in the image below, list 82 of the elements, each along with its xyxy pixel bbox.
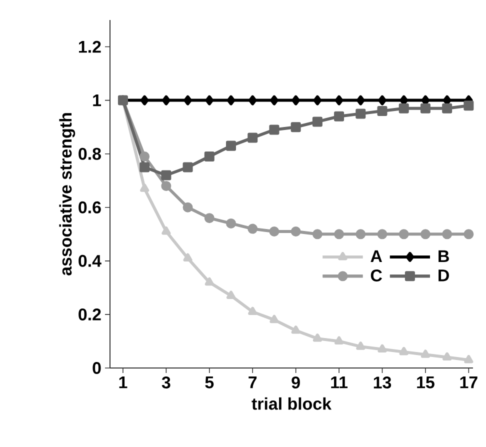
point — [248, 306, 258, 316]
point — [226, 140, 236, 151]
y-tick-label: 0.4 — [78, 254, 102, 267]
point — [226, 290, 236, 299]
y-tick-label: 0.8 — [78, 148, 101, 160]
point — [184, 95, 192, 106]
point — [312, 334, 322, 342]
point — [290, 122, 301, 132]
point — [420, 103, 430, 114]
x-tick-label: 15 — [417, 376, 434, 388]
point — [378, 344, 387, 353]
point — [356, 229, 366, 240]
point — [334, 95, 344, 106]
point — [204, 277, 214, 286]
point — [269, 124, 280, 135]
point — [292, 95, 300, 106]
point — [140, 152, 150, 162]
y-tick-label: 1 — [93, 94, 102, 106]
point — [334, 111, 344, 122]
point — [270, 95, 278, 106]
point — [420, 350, 430, 358]
legend-label: C — [370, 270, 382, 282]
point — [377, 229, 388, 240]
point — [334, 229, 344, 240]
point — [161, 170, 172, 180]
point — [377, 106, 388, 116]
point — [270, 314, 279, 324]
point — [398, 229, 409, 240]
point — [356, 95, 365, 106]
y-tick-label: 0 — [92, 362, 101, 374]
point — [204, 213, 214, 224]
point — [204, 152, 214, 162]
point — [312, 229, 322, 240]
y-tick-label: 0.6 — [78, 201, 101, 214]
point — [182, 202, 193, 212]
point — [378, 95, 386, 106]
point — [398, 103, 409, 114]
point — [399, 346, 408, 356]
point — [464, 229, 474, 240]
point — [464, 354, 474, 364]
point — [140, 162, 150, 172]
point — [140, 95, 149, 106]
point — [442, 229, 452, 240]
point — [464, 100, 474, 111]
y-axis-title: associative strength — [59, 113, 76, 276]
point — [420, 229, 430, 240]
point — [226, 95, 236, 106]
point — [205, 95, 214, 106]
x-tick-label: 1 — [119, 376, 128, 388]
point — [312, 116, 322, 127]
point — [248, 95, 257, 106]
point — [442, 103, 452, 114]
point — [313, 95, 322, 106]
x-tick-label: 17 — [460, 376, 478, 388]
point — [183, 253, 192, 262]
point — [356, 342, 366, 350]
x-tick-label: 7 — [248, 376, 257, 388]
point — [226, 218, 236, 228]
point — [291, 326, 300, 334]
legend-label: D — [438, 270, 449, 282]
point — [161, 180, 172, 191]
x-tick-label: 11 — [331, 376, 348, 388]
point — [140, 184, 150, 192]
x-tick-label: 9 — [292, 376, 300, 389]
point — [334, 336, 344, 344]
point — [356, 108, 366, 119]
point — [269, 226, 280, 236]
y-tick-label: 1.2 — [79, 40, 101, 53]
point — [162, 226, 171, 235]
y-tick-label: 0.2 — [78, 308, 101, 320]
point — [442, 352, 452, 361]
x-tick-label: 5 — [205, 376, 214, 388]
x-tick-label: 13 — [374, 376, 392, 389]
point — [290, 226, 301, 236]
point — [162, 95, 170, 106]
point — [248, 132, 258, 143]
x-axis-title: trial block — [252, 397, 332, 410]
point — [248, 224, 258, 234]
legend-label: B — [438, 250, 449, 262]
point — [182, 162, 193, 172]
x-tick-label: 3 — [162, 376, 170, 389]
legend-label: A — [370, 250, 382, 262]
